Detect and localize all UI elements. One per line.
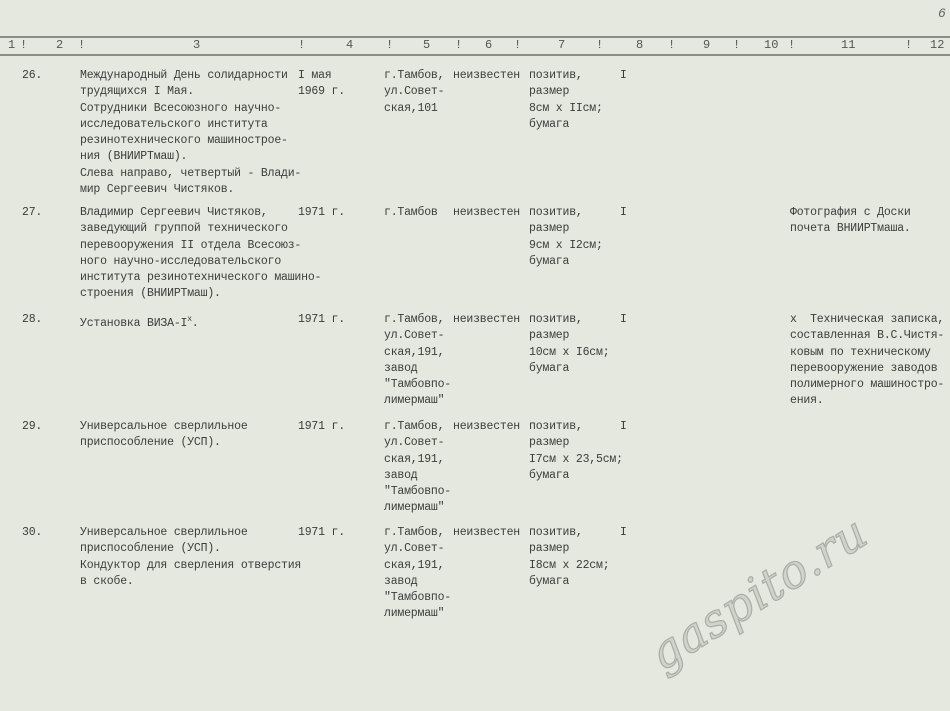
row-place: г.Тамбов, ул.Совет- ская,101 <box>384 69 445 115</box>
row-author: неизвестен <box>453 206 521 219</box>
row-place: г.Тамбов, ул.Совет- ская,191, завод "Там… <box>384 420 452 515</box>
row-count: I <box>620 420 627 433</box>
description-period: . <box>191 316 199 330</box>
row-author: неизвестен <box>453 69 521 82</box>
col-header-1: 1 <box>8 38 16 52</box>
row-place: г.Тамбов, ул.Совет- ская,191, завод "Там… <box>384 526 452 621</box>
row-description: Владимир Сергеевич Чистяков, заведующий … <box>80 206 322 301</box>
col-header-7: 7 <box>558 38 566 52</box>
row-type: позитив, размер 10см х I6см; бумага <box>529 313 610 375</box>
row-date: 1971 г. <box>298 313 345 326</box>
col-header-8: 8 <box>636 38 644 52</box>
row-date: 1971 г. <box>298 420 345 433</box>
row-description: Международный День солидарности трудящих… <box>80 69 302 197</box>
row-number: 29. <box>22 420 43 433</box>
row-type: позитив, размер 8см х IIсм; бумага <box>529 69 603 131</box>
row-description: Универсальное сверлильное приспособление… <box>80 526 302 588</box>
col-separator: ! <box>298 38 306 52</box>
row-note: х Техническая записка, составленная В.С.… <box>790 313 945 408</box>
footnote-mark: x <box>187 315 192 324</box>
col-header-11: 11 <box>841 38 856 52</box>
col-header-4: 4 <box>346 38 354 52</box>
header-top-rule <box>0 36 950 38</box>
row-type: позитив, размер I7см х 23,5см; бумага <box>529 420 623 482</box>
row-number: 26. <box>22 69 43 82</box>
row-count: I <box>620 69 627 82</box>
col-header-10: 10 <box>764 38 779 52</box>
row-type: позитив, размер 9см х I2см; бумага <box>529 206 603 268</box>
col-separator: ! <box>788 38 796 52</box>
col-separator: ! <box>514 38 522 52</box>
col-separator: ! <box>596 38 604 52</box>
col-separator: ! <box>78 38 86 52</box>
row-count: I <box>620 206 627 219</box>
row-number: 27. <box>22 206 43 219</box>
row-place: г.Тамбов, ул.Совет- ская,191, завод "Там… <box>384 313 452 408</box>
row-author: неизвестен <box>453 420 521 433</box>
col-header-9: 9 <box>703 38 711 52</box>
row-date: 1971 г. <box>298 526 345 539</box>
col-header-12: 12 <box>930 38 945 52</box>
row-count: I <box>620 313 627 326</box>
row-note: Фотография с Доски почета ВНИИРТмаша. <box>790 206 911 236</box>
col-separator: ! <box>668 38 676 52</box>
row-type: позитив, размер I8см х 22см; бумага <box>529 526 610 588</box>
row-author: неизвестен <box>453 526 521 539</box>
row-date: 1971 г. <box>298 206 345 219</box>
row-author: неизвестен <box>453 313 521 326</box>
description-text: Установка ВИЗА-I <box>80 316 188 330</box>
col-separator: ! <box>733 38 741 52</box>
col-header-6: 6 <box>485 38 493 52</box>
row-description: Установка ВИЗА-Ix. <box>80 312 199 332</box>
page-number: 6 <box>938 6 946 21</box>
row-date: I мая 1969 г. <box>298 69 345 99</box>
col-header-2: 2 <box>56 38 64 52</box>
header-bottom-rule <box>0 54 950 56</box>
row-number: 30. <box>22 526 43 539</box>
col-separator: ! <box>386 38 394 52</box>
col-header-5: 5 <box>423 38 431 52</box>
col-header-3: 3 <box>193 38 201 52</box>
row-count: I <box>620 526 627 539</box>
row-description: Универсальное сверлильное приспособление… <box>80 420 248 450</box>
watermark: gaspito.ru <box>639 504 878 681</box>
col-separator: ! <box>905 38 913 52</box>
row-number: 28. <box>22 313 43 326</box>
col-separator: ! <box>20 38 28 52</box>
row-place: г.Тамбов <box>384 206 438 219</box>
col-separator: ! <box>455 38 463 52</box>
